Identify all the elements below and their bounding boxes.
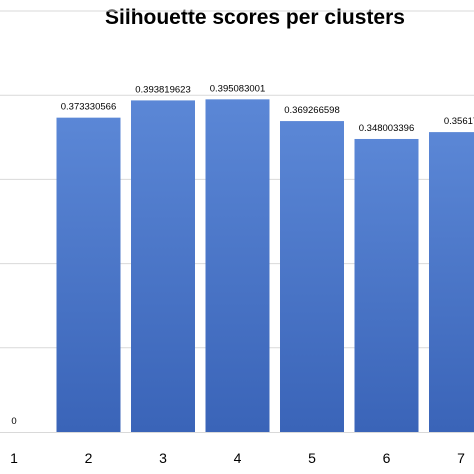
bar-6: [354, 138, 419, 432]
data-label-5: 0.369266598: [284, 105, 339, 116]
bar-4: [205, 99, 270, 432]
bar-7: [429, 132, 474, 432]
x-tick-label-3: 3: [159, 450, 167, 466]
bar-2: [56, 117, 121, 432]
x-tick-label-2: 2: [85, 450, 93, 466]
data-labels: 0 0.373330566 0.393819623 0.395083001 0.3692…: [11, 83, 474, 427]
bar-3: [131, 100, 195, 433]
data-label-1: 0: [11, 416, 16, 427]
data-label-6: 0.348003396: [359, 123, 414, 134]
data-label-2: 0.373330566: [61, 102, 116, 113]
chart-title: Silhouette scores per clusters: [105, 6, 405, 29]
bar-5: [280, 121, 344, 433]
x-tick-label-4: 4: [234, 450, 242, 466]
x-tick-label-5: 5: [308, 450, 316, 466]
x-axis-ticks: 1 2 3 4 5 6 7: [10, 450, 465, 466]
data-label-4: 0.395083001: [210, 83, 265, 94]
data-label-7: 0.35617: [444, 116, 474, 127]
x-tick-label-6: 6: [383, 450, 391, 466]
bars: [56, 99, 474, 433]
x-tick-label-7: 7: [457, 450, 465, 466]
data-label-3: 0.393819623: [135, 84, 190, 95]
x-tick-label-1: 1: [10, 450, 18, 466]
